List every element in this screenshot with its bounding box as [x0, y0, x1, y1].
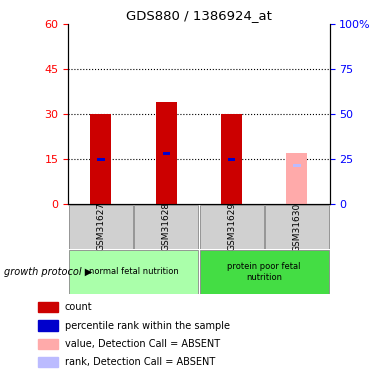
Bar	[38, 302, 57, 312]
Text: count: count	[65, 302, 92, 312]
Text: GSM31628: GSM31628	[162, 202, 171, 251]
Text: growth protocol ▶: growth protocol ▶	[4, 267, 92, 277]
Bar	[38, 320, 57, 331]
Title: GDS880 / 1386924_at: GDS880 / 1386924_at	[126, 9, 272, 22]
Bar	[228, 158, 235, 161]
Bar	[38, 339, 57, 349]
Bar	[97, 158, 105, 161]
Text: GSM31630: GSM31630	[292, 202, 301, 252]
FancyBboxPatch shape	[69, 205, 133, 249]
Bar	[293, 164, 301, 167]
Text: normal fetal nutrition: normal fetal nutrition	[89, 267, 179, 276]
Text: rank, Detection Call = ABSENT: rank, Detection Call = ABSENT	[65, 357, 215, 367]
Text: GSM31627: GSM31627	[96, 202, 105, 251]
Bar	[38, 357, 57, 367]
Bar	[156, 102, 177, 204]
Bar	[221, 114, 242, 204]
Text: value, Detection Call = ABSENT: value, Detection Call = ABSENT	[65, 339, 220, 349]
FancyBboxPatch shape	[200, 205, 264, 249]
FancyBboxPatch shape	[200, 250, 329, 294]
Text: percentile rank within the sample: percentile rank within the sample	[65, 321, 230, 330]
FancyBboxPatch shape	[134, 205, 198, 249]
Bar	[90, 114, 112, 204]
Bar	[163, 152, 170, 155]
FancyBboxPatch shape	[69, 250, 198, 294]
Bar	[286, 153, 307, 204]
FancyBboxPatch shape	[265, 205, 329, 249]
Text: protein poor fetal
nutrition: protein poor fetal nutrition	[227, 262, 301, 282]
Text: GSM31629: GSM31629	[227, 202, 236, 251]
